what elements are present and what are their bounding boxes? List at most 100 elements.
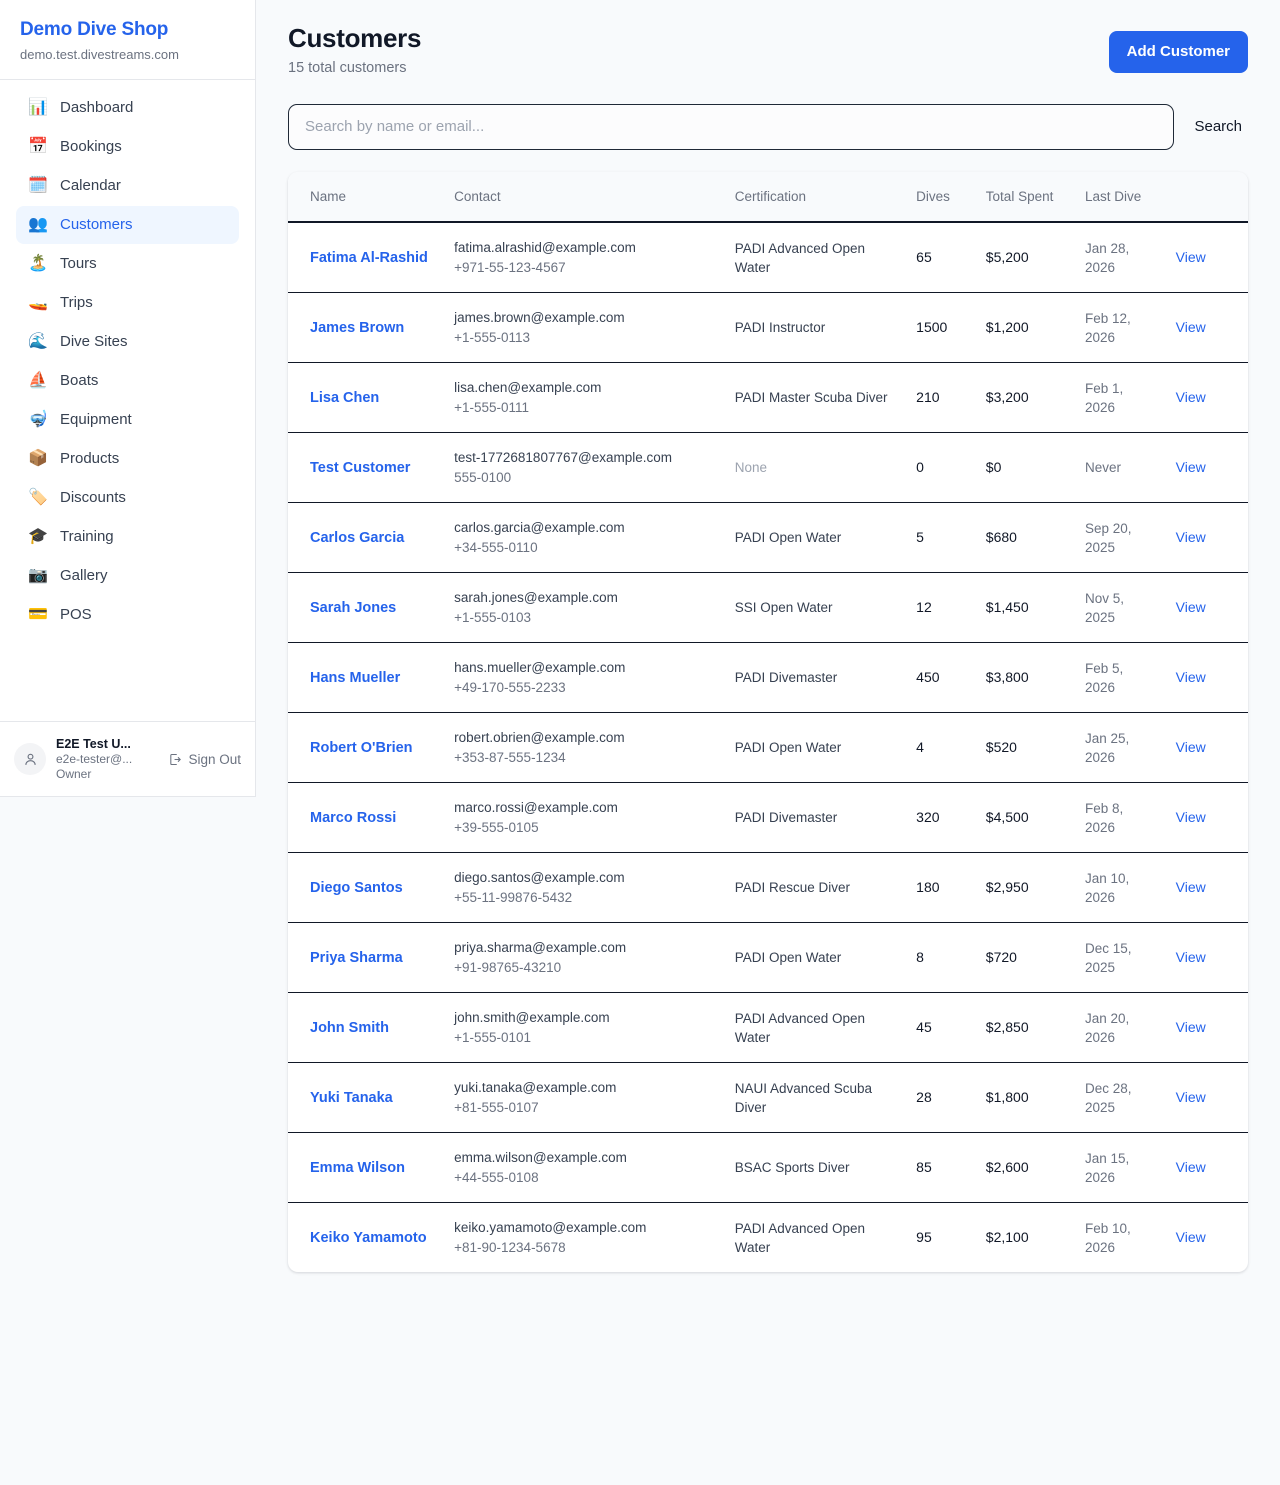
cell-contact: keiko.yamamoto@example.com +81-90-1234-56… — [444, 1203, 725, 1273]
sidebar-item-tours[interactable]: 🏝️ Tours — [16, 245, 239, 283]
column-header-contact: Contact — [444, 172, 725, 223]
cell-total-spent: $4,500 — [975, 782, 1075, 853]
cell-last-dive: Jan 10, 2026 — [1074, 852, 1166, 923]
view-link[interactable]: View — [1175, 1229, 1206, 1245]
sidebar-item-bookings[interactable]: 📅 Bookings — [16, 128, 239, 166]
customer-name-link[interactable]: Emma Wilson — [310, 1159, 405, 1176]
cell-contact: marco.rossi@example.com +39-555-0105 — [444, 782, 725, 853]
cell-actions: View — [1165, 992, 1248, 1063]
view-link[interactable]: View — [1175, 599, 1206, 615]
view-link[interactable]: View — [1175, 949, 1206, 965]
view-link[interactable]: View — [1175, 809, 1206, 825]
cell-last-dive: Feb 8, 2026 — [1074, 782, 1166, 853]
cell-total-spent: $1,200 — [975, 292, 1075, 363]
cell-dives: 65 — [906, 222, 976, 293]
customer-name-link[interactable]: Hans Mueller — [310, 669, 401, 686]
customer-phone: +1-555-0111 — [454, 400, 530, 415]
cell-certification: PADI Master Scuba Diver — [724, 362, 907, 433]
cell-certification: PADI Divemaster — [724, 782, 907, 853]
view-link[interactable]: View — [1175, 739, 1206, 755]
cell-last-dive: Feb 1, 2026 — [1074, 362, 1166, 433]
view-link[interactable]: View — [1175, 1159, 1206, 1175]
view-link[interactable]: View — [1175, 669, 1206, 685]
view-link[interactable]: View — [1175, 389, 1206, 405]
search-input[interactable] — [288, 104, 1175, 150]
customer-name-link[interactable]: Priya Sharma — [310, 949, 403, 966]
cell-contact: james.brown@example.com +1-555-0113 — [444, 292, 725, 363]
cell-dives: 1500 — [906, 292, 976, 363]
sidebar-item-label: POS — [60, 606, 92, 623]
certification-value: PADI Open Water — [734, 530, 842, 545]
view-link[interactable]: View — [1175, 879, 1206, 895]
cell-total-spent: $720 — [975, 922, 1075, 993]
certification-value: None — [734, 460, 768, 475]
customer-email: robert.obrien@example.com — [454, 730, 625, 745]
table-row: Lisa Chen lisa.chen@example.com +1-555-011… — [288, 362, 1248, 433]
bar-chart-icon: 📊 — [28, 99, 48, 116]
customer-name-link[interactable]: Test Customer — [310, 459, 411, 476]
sidebar-item-label: Products — [60, 450, 120, 467]
customer-name-link[interactable]: Lisa Chen — [310, 389, 380, 406]
view-link[interactable]: View — [1175, 319, 1206, 335]
sidebar-item-pos[interactable]: 💳 POS — [16, 596, 239, 634]
customer-name-link[interactable]: John Smith — [310, 1019, 389, 1036]
add-customer-button[interactable]: Add Customer — [1108, 31, 1248, 73]
table-row: Carlos Garcia carlos.garcia@example.com +3… — [288, 502, 1248, 573]
sidebar-item-equipment[interactable]: 🤿 Equipment — [16, 401, 239, 439]
cell-certification: BSAC Sports Diver — [724, 1132, 907, 1203]
customer-name-link[interactable]: Carlos Garcia — [310, 529, 405, 546]
sidebar-item-products[interactable]: 📦 Products — [16, 440, 239, 478]
search-button[interactable]: Search — [1188, 107, 1248, 147]
cell-dives: 85 — [906, 1132, 976, 1203]
brand-domain: demo.test.divestreams.com — [20, 47, 179, 62]
cell-contact: robert.obrien@example.com +353-87-555-123… — [444, 712, 725, 783]
customer-name-link[interactable]: Keiko Yamamoto — [310, 1229, 427, 1246]
sign-out-button[interactable]: Sign Out — [168, 752, 241, 767]
sidebar-item-calendar[interactable]: 🗓️ Calendar — [16, 167, 239, 205]
customer-phone: +81-555-0107 — [454, 1100, 539, 1115]
sidebar-item-customers[interactable]: 👥 Customers — [16, 206, 239, 244]
user-meta: E2E Test U... e2e-tester@... Owner — [56, 736, 158, 782]
view-link[interactable]: View — [1175, 1089, 1206, 1105]
cell-total-spent: $2,100 — [985, 1229, 1029, 1245]
cell-contact: yuki.tanaka@example.com +81-555-0107 — [444, 1062, 725, 1133]
sidebar-nav: 📊 Dashboard 📅 Bookings 🗓️ Calendar 👥 Customers 🏝… — [0, 80, 255, 721]
cell-name: Hans Mueller — [288, 642, 445, 713]
customer-email: james.brown@example.com — [454, 310, 625, 325]
cell-total-spent: $0 — [975, 432, 1075, 503]
cell-name: Fatima Al-Rashid — [288, 222, 445, 293]
sidebar-item-training[interactable]: 🎓 Training — [16, 518, 239, 556]
sidebar-item-discounts[interactable]: 🏷️ Discounts — [16, 479, 239, 517]
customer-name-link[interactable]: Robert O'Brien — [310, 739, 413, 756]
sidebar-item-boats[interactable]: ⛵ Boats — [16, 362, 239, 400]
cell-name: Keiko Yamamoto — [288, 1203, 444, 1273]
cell-certification: PADI Instructor — [724, 292, 907, 363]
brand-title: Demo Dive Shop — [20, 19, 169, 40]
customer-name-link[interactable]: Diego Santos — [310, 879, 403, 896]
customer-name-link[interactable]: Yuki Tanaka — [310, 1089, 393, 1106]
customer-count: 15 total customers — [288, 60, 407, 76]
table-row: Fatima Al-Rashid fatima.alrashid@example.… — [288, 222, 1248, 293]
page-header-text: Customers 15 total customers — [288, 22, 421, 78]
sidebar-item-trips[interactable]: 🚤 Trips — [16, 284, 239, 322]
customer-name-link[interactable]: James Brown — [310, 319, 405, 336]
cell-name: Emma Wilson — [288, 1132, 445, 1203]
certification-value: PADI Divemaster — [734, 670, 838, 685]
table-row: Emma Wilson emma.wilson@example.com +44-55… — [288, 1132, 1248, 1203]
customer-name-link[interactable]: Marco Rossi — [310, 809, 397, 826]
cell-last-dive: Jan 15, 2026 — [1074, 1132, 1166, 1203]
customer-name-link[interactable]: Sarah Jones — [310, 599, 397, 616]
view-link[interactable]: View — [1175, 249, 1206, 265]
cell-contact: lisa.chen@example.com +1-555-0111 — [444, 362, 725, 433]
sidebar-item-dive-sites[interactable]: 🌊 Dive Sites — [16, 323, 239, 361]
sidebar-item-dashboard[interactable]: 📊 Dashboard — [16, 89, 239, 127]
sidebar-item-gallery[interactable]: 📷 Gallery — [16, 557, 239, 595]
customer-name-link[interactable]: Fatima Al-Rashid — [310, 249, 428, 266]
table-row: Test Customer test-1772681807767@example.… — [288, 432, 1248, 503]
view-link[interactable]: View — [1175, 529, 1206, 545]
cell-actions: View — [1165, 712, 1248, 783]
view-link[interactable]: View — [1175, 459, 1206, 475]
view-link[interactable]: View — [1175, 1019, 1206, 1035]
cell-actions: View — [1165, 852, 1248, 923]
customer-phone: +39-555-0105 — [454, 820, 539, 835]
